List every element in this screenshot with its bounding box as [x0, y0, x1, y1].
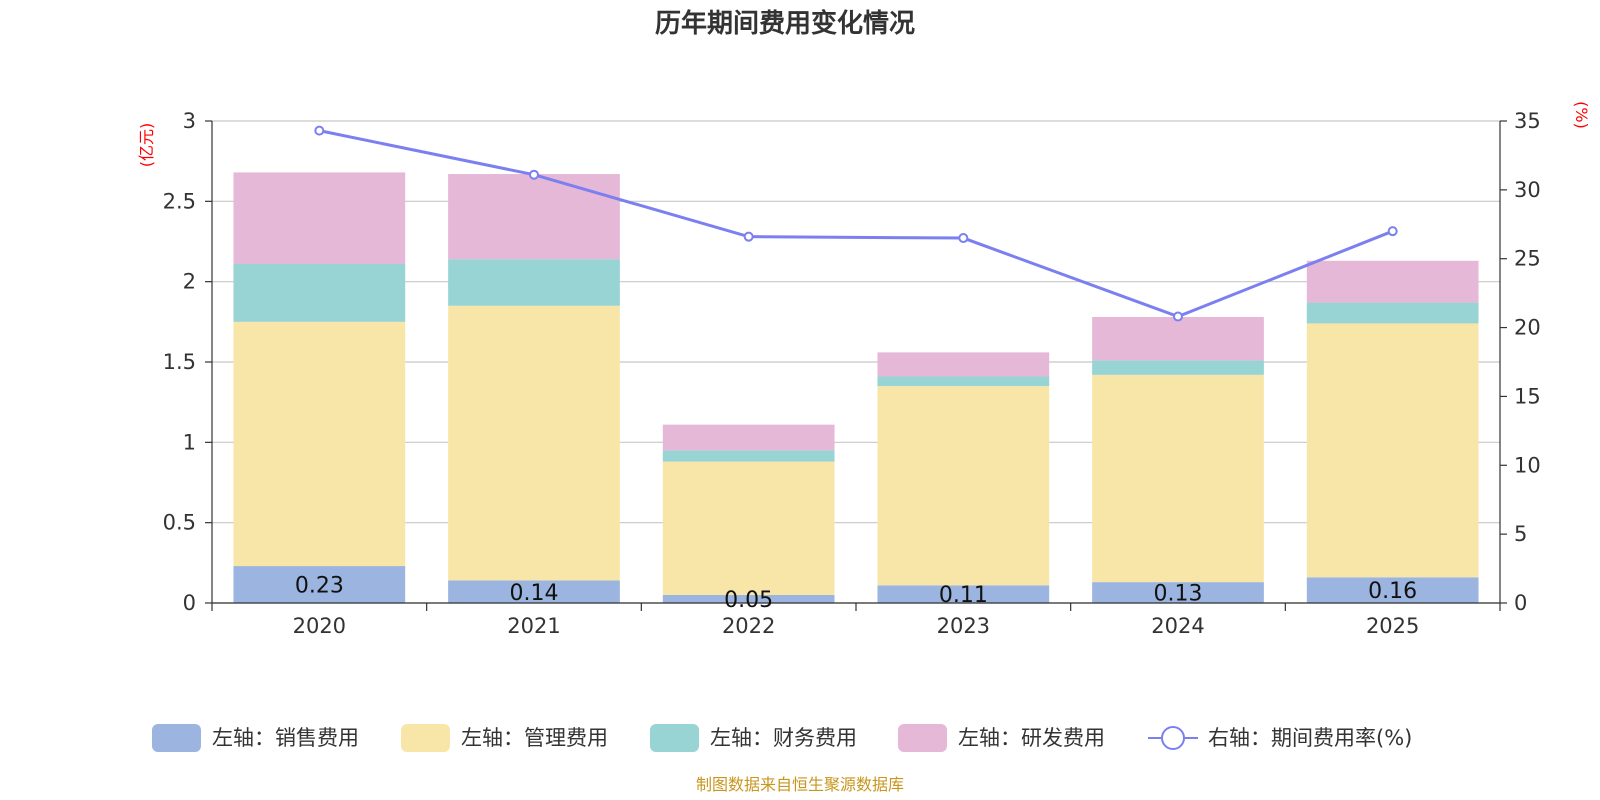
- chart-title: 历年期间费用变化情况: [655, 8, 915, 39]
- left-tick-label: 2.5: [163, 189, 196, 213]
- right-tick-label: 30: [1514, 178, 1541, 202]
- legend: 左轴：销售费用 左轴：管理费用 左轴：财务费用 左轴：研发费用 右轴：期间费用率(%): [152, 724, 1412, 752]
- right-tick-label: 20: [1514, 316, 1541, 340]
- legend-swatch-0: [152, 724, 201, 752]
- legend-line-marker: [1161, 726, 1185, 750]
- left-axis-unit: (亿元): [137, 123, 156, 168]
- legend-swatch-3: [898, 724, 947, 752]
- bar-segment-1: [448, 305, 620, 581]
- legend-label: 左轴：管理费用: [461, 726, 608, 750]
- bar-segment-1: [233, 321, 406, 567]
- bar-segment-3: [1306, 260, 1479, 303]
- legend-label: 左轴：财务费用: [710, 726, 857, 750]
- right-tick-label: 35: [1514, 109, 1541, 133]
- bar-value-label: 0.05: [724, 588, 773, 613]
- right-tick-label: 25: [1514, 247, 1541, 271]
- bar-value-label: 0.13: [1154, 582, 1203, 607]
- bar-value-label: 0.16: [1368, 579, 1417, 604]
- x-tick-label: 2022: [722, 614, 775, 638]
- bars: [233, 172, 1479, 603]
- legend-label: 左轴：销售费用: [212, 726, 359, 750]
- bar-segment-0: [1092, 582, 1264, 603]
- left-tick-label: 0.5: [163, 511, 196, 535]
- bar-value-label: 0.11: [939, 583, 988, 608]
- rate-point: [1387, 226, 1398, 237]
- right-axis-unit: (%): [1572, 101, 1591, 129]
- x-tick-label: 2020: [293, 614, 346, 638]
- legend-swatch-2: [650, 724, 699, 752]
- rate-line: [314, 125, 1398, 322]
- x-tick-label: 2023: [937, 614, 990, 638]
- left-tick-label: 2: [183, 270, 196, 294]
- bar-segment-2: [233, 263, 406, 322]
- bar-segment-3: [877, 352, 1050, 377]
- rate-point: [958, 233, 969, 244]
- bar-segment-1: [877, 386, 1050, 586]
- bar-segment-0: [662, 594, 835, 603]
- bar-segment-0: [877, 585, 1050, 603]
- bar-segment-2: [448, 259, 620, 306]
- rate-point: [314, 125, 325, 136]
- bar-segment-3: [662, 424, 835, 451]
- bar-segment-3: [1092, 317, 1264, 361]
- rate-polyline: [319, 129, 1394, 319]
- left-tick-label: 1: [183, 430, 196, 454]
- rate-point: [1173, 311, 1183, 322]
- bar-segment-1: [1092, 374, 1264, 583]
- bar-value-label: 0.23: [295, 574, 344, 599]
- bar-segment-0: [1306, 577, 1479, 603]
- x-tick-label: 2021: [507, 614, 560, 638]
- bar-segment-2: [662, 450, 835, 462]
- right-tick-label: 15: [1514, 384, 1541, 408]
- bar-segment-3: [448, 174, 620, 260]
- rate-point: [743, 231, 754, 242]
- bar-segment-1: [662, 461, 835, 595]
- right-tick-label: 5: [1514, 522, 1527, 546]
- left-tick-label: 3: [183, 109, 196, 133]
- bar-value-label: 0.14: [510, 581, 559, 606]
- right-tick-label: 0: [1514, 591, 1527, 615]
- bar-segment-3: [233, 172, 406, 264]
- bar-segment-2: [1306, 302, 1479, 324]
- left-tick-label: 0: [183, 591, 196, 615]
- legend-swatch-1: [401, 724, 450, 752]
- bar-segment-1: [1306, 323, 1479, 578]
- bar-segment-0: [448, 580, 620, 603]
- rate-point: [529, 169, 539, 180]
- bar-segment-2: [877, 376, 1050, 387]
- x-tick-label: 2025: [1366, 614, 1419, 638]
- right-tick-label: 10: [1514, 453, 1541, 477]
- bar-labels: 0.23 0.14 0.05 0.11 0.13 0.16: [295, 574, 1417, 613]
- legend-label: 左轴：研发费用: [958, 726, 1105, 750]
- left-tick-label: 1.5: [163, 350, 196, 374]
- bar-segment-2: [1092, 360, 1264, 375]
- grid: [212, 120, 1500, 604]
- bar-segment-0: [233, 566, 406, 603]
- data-source: 制图数据来自恒生聚源数据库: [696, 775, 904, 794]
- x-tick-label: 2024: [1151, 614, 1204, 638]
- legend-label: 右轴：期间费用率(%): [1208, 726, 1412, 750]
